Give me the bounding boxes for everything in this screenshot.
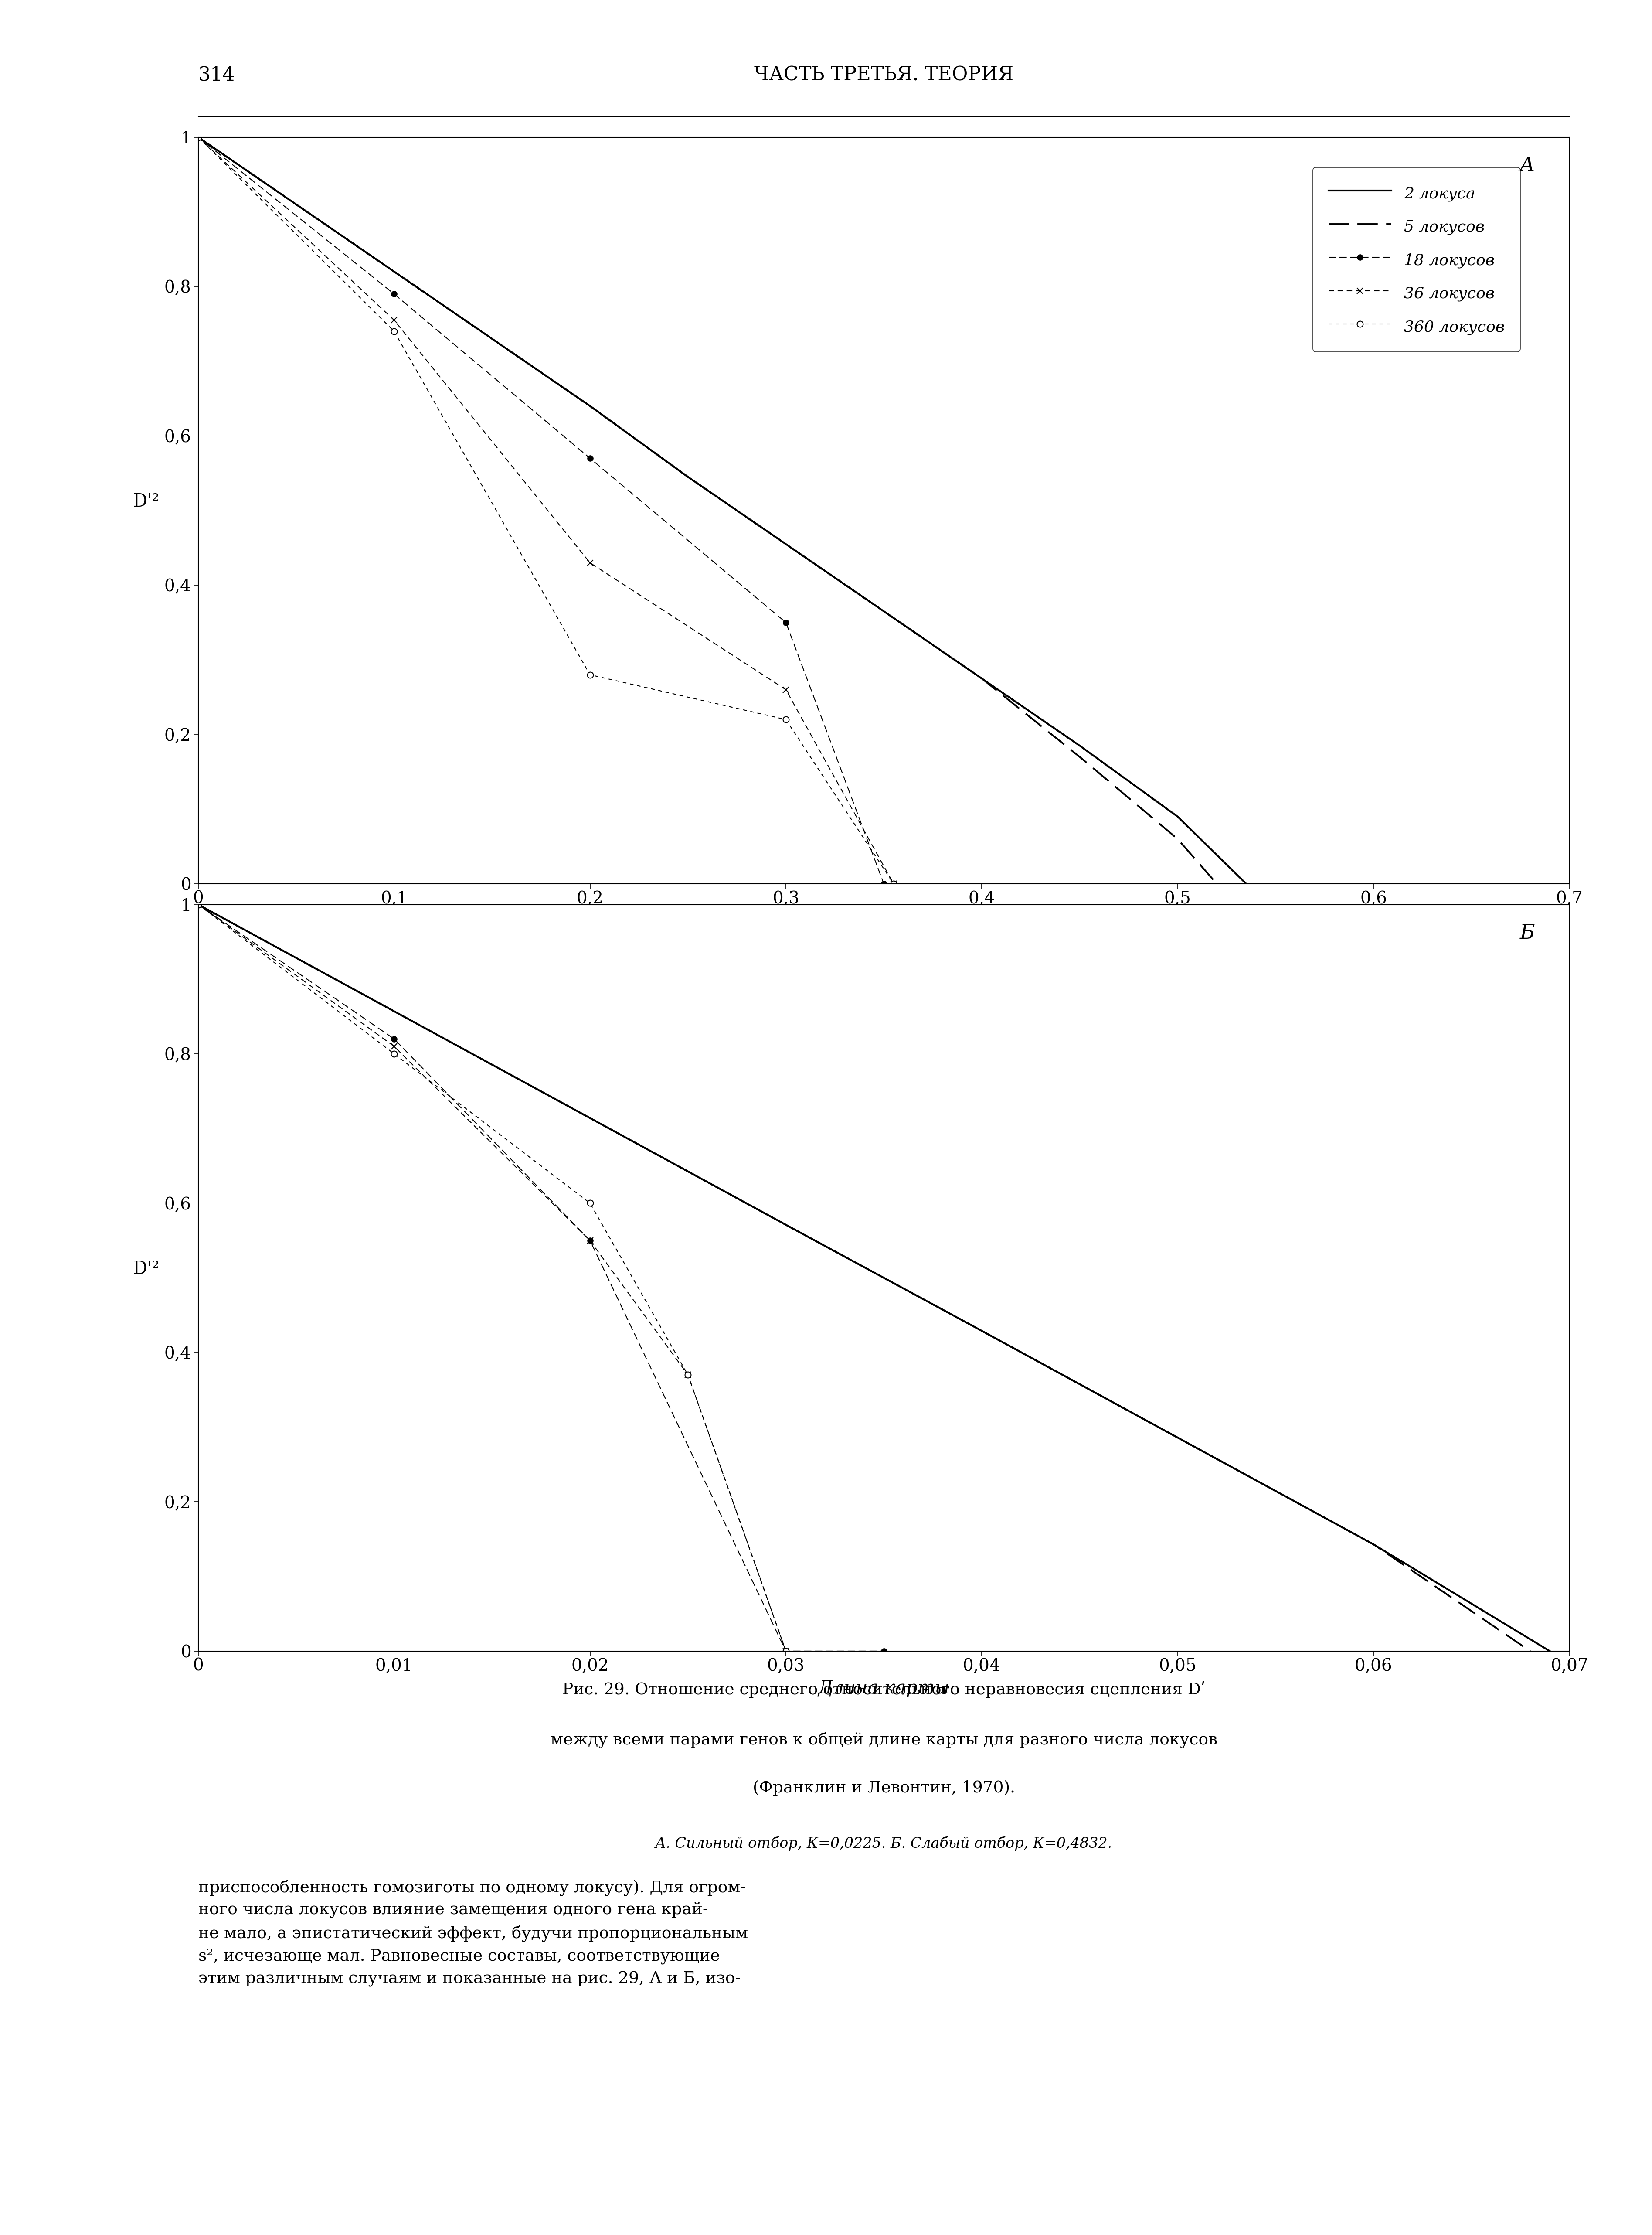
Text: А: А bbox=[1520, 156, 1535, 177]
Y-axis label: D'²: D'² bbox=[132, 1261, 160, 1278]
Text: Б: Б bbox=[1520, 923, 1535, 943]
Text: между всеми парами генов к общей длине карты для разного числа локусов: между всеми парами генов к общей длине к… bbox=[550, 1732, 1218, 1748]
Y-axis label: D'²: D'² bbox=[132, 492, 160, 510]
Text: Рис. 29. Отношение среднего относительного неравновесия сцепления Dʹ: Рис. 29. Отношение среднего относительно… bbox=[562, 1681, 1206, 1699]
X-axis label: Длина карты: Длина карты bbox=[818, 912, 950, 930]
X-axis label: Длина карты: Длина карты bbox=[818, 1678, 950, 1696]
Text: (Франклин и Левонтин, 1970).: (Франклин и Левонтин, 1970). bbox=[753, 1779, 1014, 1797]
Text: ЧАСТЬ ТРЕТЬЯ. ТЕОРИЯ: ЧАСТЬ ТРЕТЬЯ. ТЕОРИЯ bbox=[753, 65, 1014, 85]
Legend: 2 локуса, 5 локусов, 18 локусов, 36 локусов, 360 локусов: 2 локуса, 5 локусов, 18 локусов, 36 локу… bbox=[1313, 168, 1520, 351]
Text: 314: 314 bbox=[198, 65, 235, 85]
Text: А. Сильный отбор, К=0,0225. Б. Слабый отбор, К=0,4832.: А. Сильный отбор, К=0,0225. Б. Слабый от… bbox=[656, 1837, 1112, 1851]
Text: приспособленность гомозиготы по одному локусу). Для огром-
ного числа локусов вл: приспособленность гомозиготы по одному л… bbox=[198, 1880, 748, 1987]
